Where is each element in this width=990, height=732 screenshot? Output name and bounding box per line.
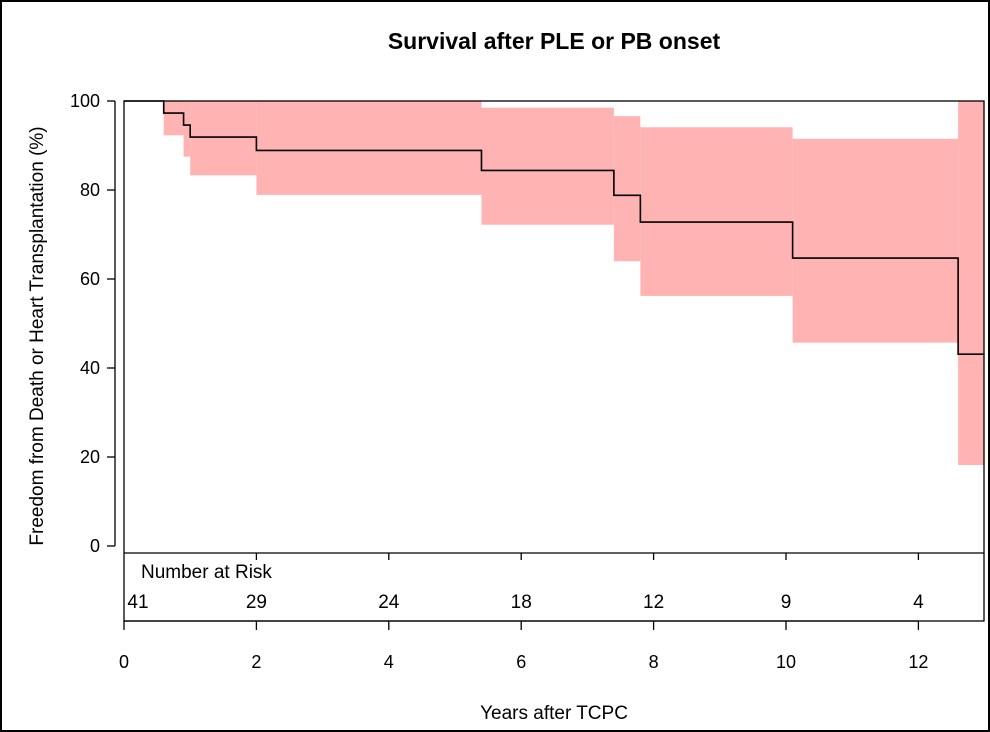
ci-band-segment [163,101,184,136]
x-tick-label: 10 [776,652,796,672]
y-tick-label: 60 [80,269,100,289]
ci-band-segment [190,101,257,176]
x-tick-label: 0 [119,652,129,672]
x-tick-label: 2 [251,652,261,672]
risk-count: 41 [127,592,148,613]
risk-count: 24 [378,592,400,613]
ci-band-segment [256,101,482,195]
y-tick-label: 80 [80,180,100,200]
y-axis: 0 20 40 60 80 100 [70,91,116,556]
risk-count: 29 [246,592,267,613]
ci-band-segment [792,138,959,343]
risk-count: 12 [643,592,664,613]
y-tick-label: 20 [80,447,100,467]
risk-count: 18 [511,592,532,613]
x-tick-label: 4 [384,652,394,672]
y-tick-label: 0 [90,536,100,556]
x-tick-label: 8 [649,652,659,672]
x-axis-label: Years after TCPC [480,703,628,724]
risk-count: 9 [781,592,792,613]
ci-band-segment [640,127,793,296]
y-tick-label: 100 [70,91,100,111]
risk-table: Number at Risk 41 29 24 18 12 9 4 [127,553,924,613]
x-tick-label: 12 [908,652,928,672]
x-axis: 0 2 4 6 8 10 12 [119,620,928,672]
ci-band-segment [613,116,641,262]
y-tick-label: 40 [80,358,100,378]
survival-step-line [124,100,985,356]
risk-table-label: Number at Risk [141,562,272,583]
ci-band-segment [481,107,614,225]
x-tick-label: 6 [516,652,526,672]
ci-band-segment [183,101,191,157]
ci-band-segment [958,101,985,466]
confidence-band [163,101,985,466]
survival-curve [124,100,985,356]
risk-count: 4 [913,592,924,613]
chart-title: Survival after PLE or PB onset [388,28,721,54]
y-axis-label: Freedom from Death or Heart Transplantat… [27,126,48,545]
